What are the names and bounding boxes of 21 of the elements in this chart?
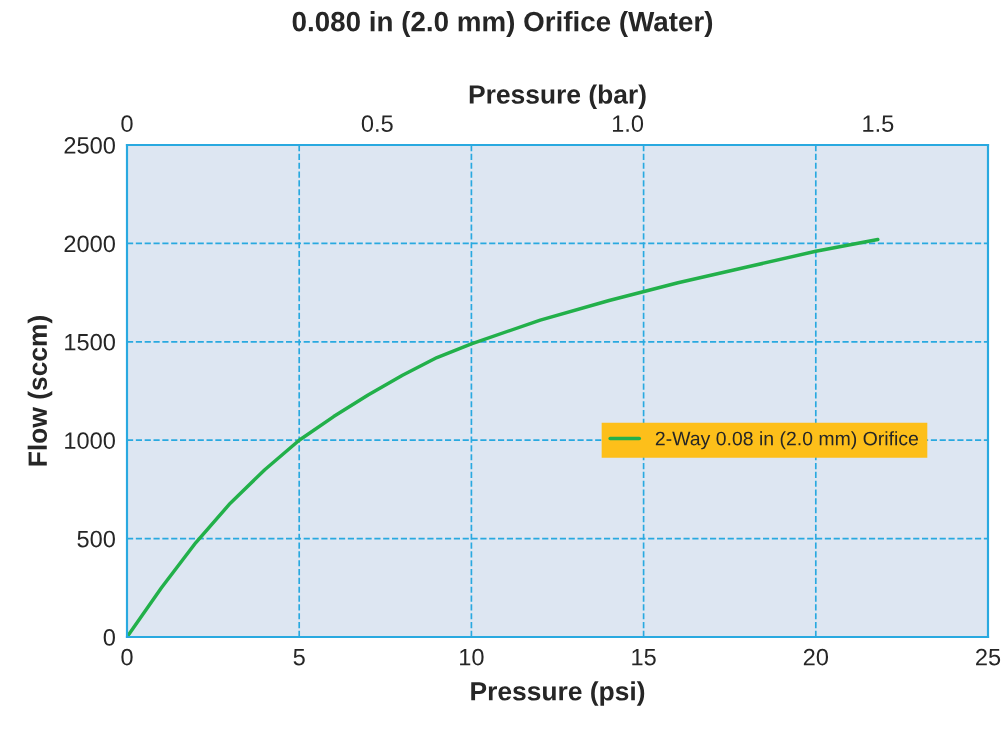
y-tick-label: 2500 xyxy=(64,137,115,154)
x-tick-label: 15 xyxy=(632,648,656,666)
legend-label: 2-Way 0.08 in (2.0 mm) Orifice xyxy=(655,431,918,450)
x-tick-label: 20 xyxy=(803,648,829,666)
x-tick-label: 10 xyxy=(460,648,484,666)
y-tick-label: 2000 xyxy=(64,235,115,253)
y-tick-label: 500 xyxy=(77,530,115,548)
x-axis-title: Pressure (psi) xyxy=(471,681,645,706)
x-tick-label: 25 xyxy=(976,648,1001,666)
x-tick-label: 5 xyxy=(293,648,305,666)
x2-tick-label: 1.5 xyxy=(863,115,894,132)
x-tick-label: 0 xyxy=(121,648,133,666)
x2-axis-title: Pressure (bar) xyxy=(469,84,646,110)
y-tick-label: 0 xyxy=(103,629,115,646)
x2-tick-label: 0.5 xyxy=(361,115,393,132)
y-tick-label: 1500 xyxy=(65,333,115,351)
y-tick-label: 1000 xyxy=(65,432,115,449)
y-axis-title: Flow (sccm) xyxy=(27,316,53,466)
x2-tick-label: 1.0 xyxy=(612,115,644,132)
chart-title: 0.080 in (2.0 mm) Orifice (Water) xyxy=(292,11,713,37)
x2-tick-label: 0 xyxy=(121,115,133,132)
